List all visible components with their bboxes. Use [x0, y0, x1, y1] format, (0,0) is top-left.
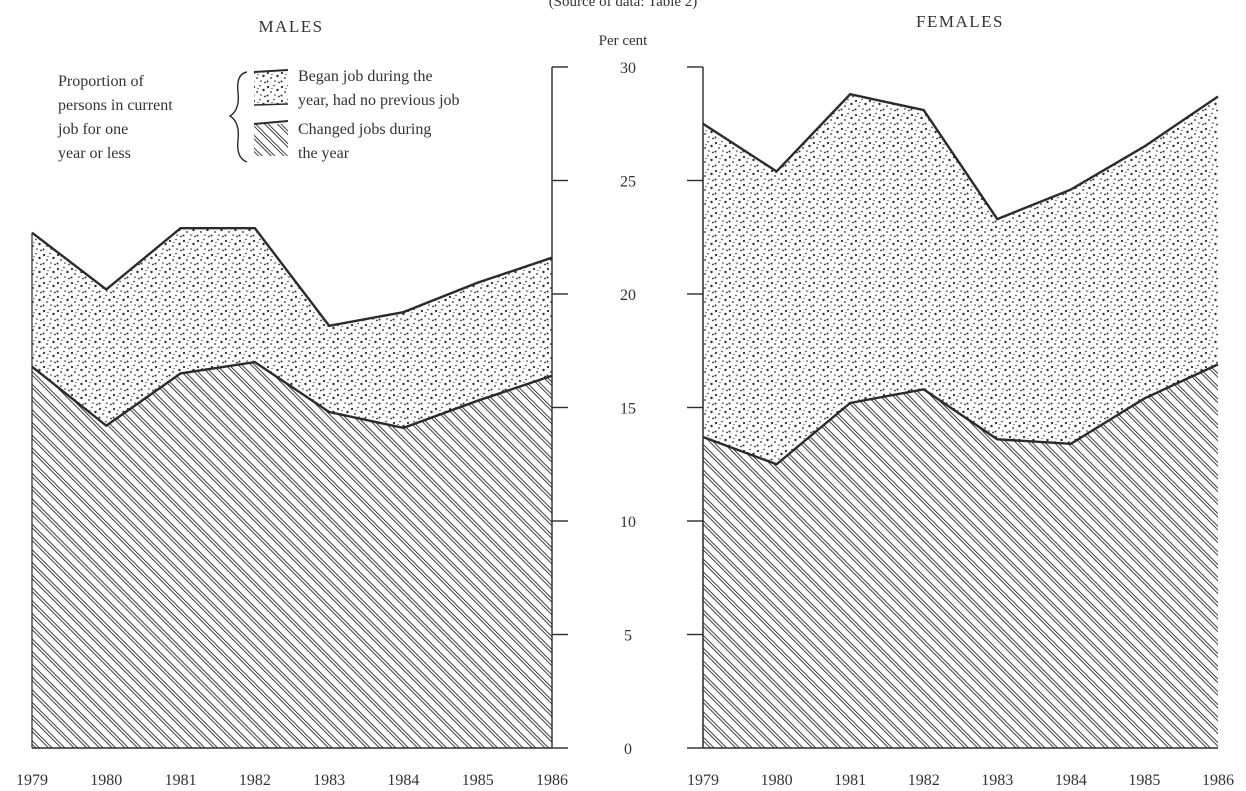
females-year-label: 1981 [834, 772, 866, 789]
males-year-label: 1980 [90, 772, 122, 789]
females-year-label: 1980 [761, 772, 793, 789]
legend-swatch-hatch [254, 124, 288, 156]
y-tick-label: 30 [620, 60, 636, 77]
females-year-label: 1979 [687, 772, 719, 789]
females-year-label: 1984 [1055, 772, 1087, 789]
y-unit-label: Per cent [599, 33, 649, 49]
males-year-label: 1986 [536, 772, 568, 789]
males-line-changed-jobs [31, 360, 553, 430]
females-year-label: 1985 [1128, 772, 1160, 789]
y-tick-label: 25 [620, 174, 636, 191]
males-year-label: 1983 [313, 772, 345, 789]
males-year-label: 1985 [462, 772, 494, 789]
males-year-label: 1982 [239, 772, 271, 789]
legend-item-hatch-line-2: the year [298, 145, 350, 162]
legend-swatch-dots-top [253, 69, 289, 73]
males-area-changed-jobs [32, 362, 552, 748]
legend-swatch-hatch-top [253, 120, 289, 125]
legend-item-hatch-line-1: Changed jobs during [298, 121, 431, 138]
males-panel: 1979 1980 1981 1982 1983 1984 1985 1986 [16, 226, 568, 789]
y-tick-label: 5 [624, 628, 632, 645]
males-line-total [31, 226, 553, 328]
y-tick-label: 0 [624, 741, 632, 758]
males-area-no-previous-job [32, 228, 552, 428]
legend-item-dots-line-1: Began job during the [298, 68, 433, 85]
females-panel: 1979 1980 1981 1982 1983 1984 1985 1986 [687, 92, 1234, 789]
females-year-label: 1986 [1202, 772, 1234, 789]
females-panel-title: FEMALES [916, 12, 1004, 31]
females-year-label: 1983 [981, 772, 1013, 789]
legend-group-label-line-2: persons in current [58, 97, 173, 114]
females-line-changed-jobs [702, 363, 1219, 466]
legend-swatch-dots [254, 72, 288, 104]
y-tick-label: 10 [620, 514, 636, 531]
legend: Proportion of persons in current job for… [57, 68, 460, 163]
legend-group-label-line-4: year or less [58, 145, 131, 162]
y-tick-label: 15 [620, 401, 636, 418]
legend-group-label-line-3: job for one [57, 121, 128, 138]
males-year-label: 1981 [165, 772, 197, 789]
females-year-label: 1982 [908, 772, 940, 789]
males-year-label: 1979 [16, 772, 48, 789]
legend-brace [228, 71, 248, 163]
females-line-total [702, 92, 1219, 221]
females-area-changed-jobs [703, 364, 1218, 748]
legend-swatch-dots-bottom [253, 103, 289, 106]
legend-item-dots-line-2: year, had no previous job [298, 92, 460, 109]
males-year-label: 1984 [387, 772, 419, 789]
source-note: (Source of data: Table 2) [549, 0, 698, 10]
males-panel-title: MALES [258, 17, 323, 36]
females-area-no-previous-job [703, 94, 1218, 465]
y-tick-label: 20 [620, 287, 636, 304]
legend-group-label-line-1: Proportion of [58, 73, 144, 90]
